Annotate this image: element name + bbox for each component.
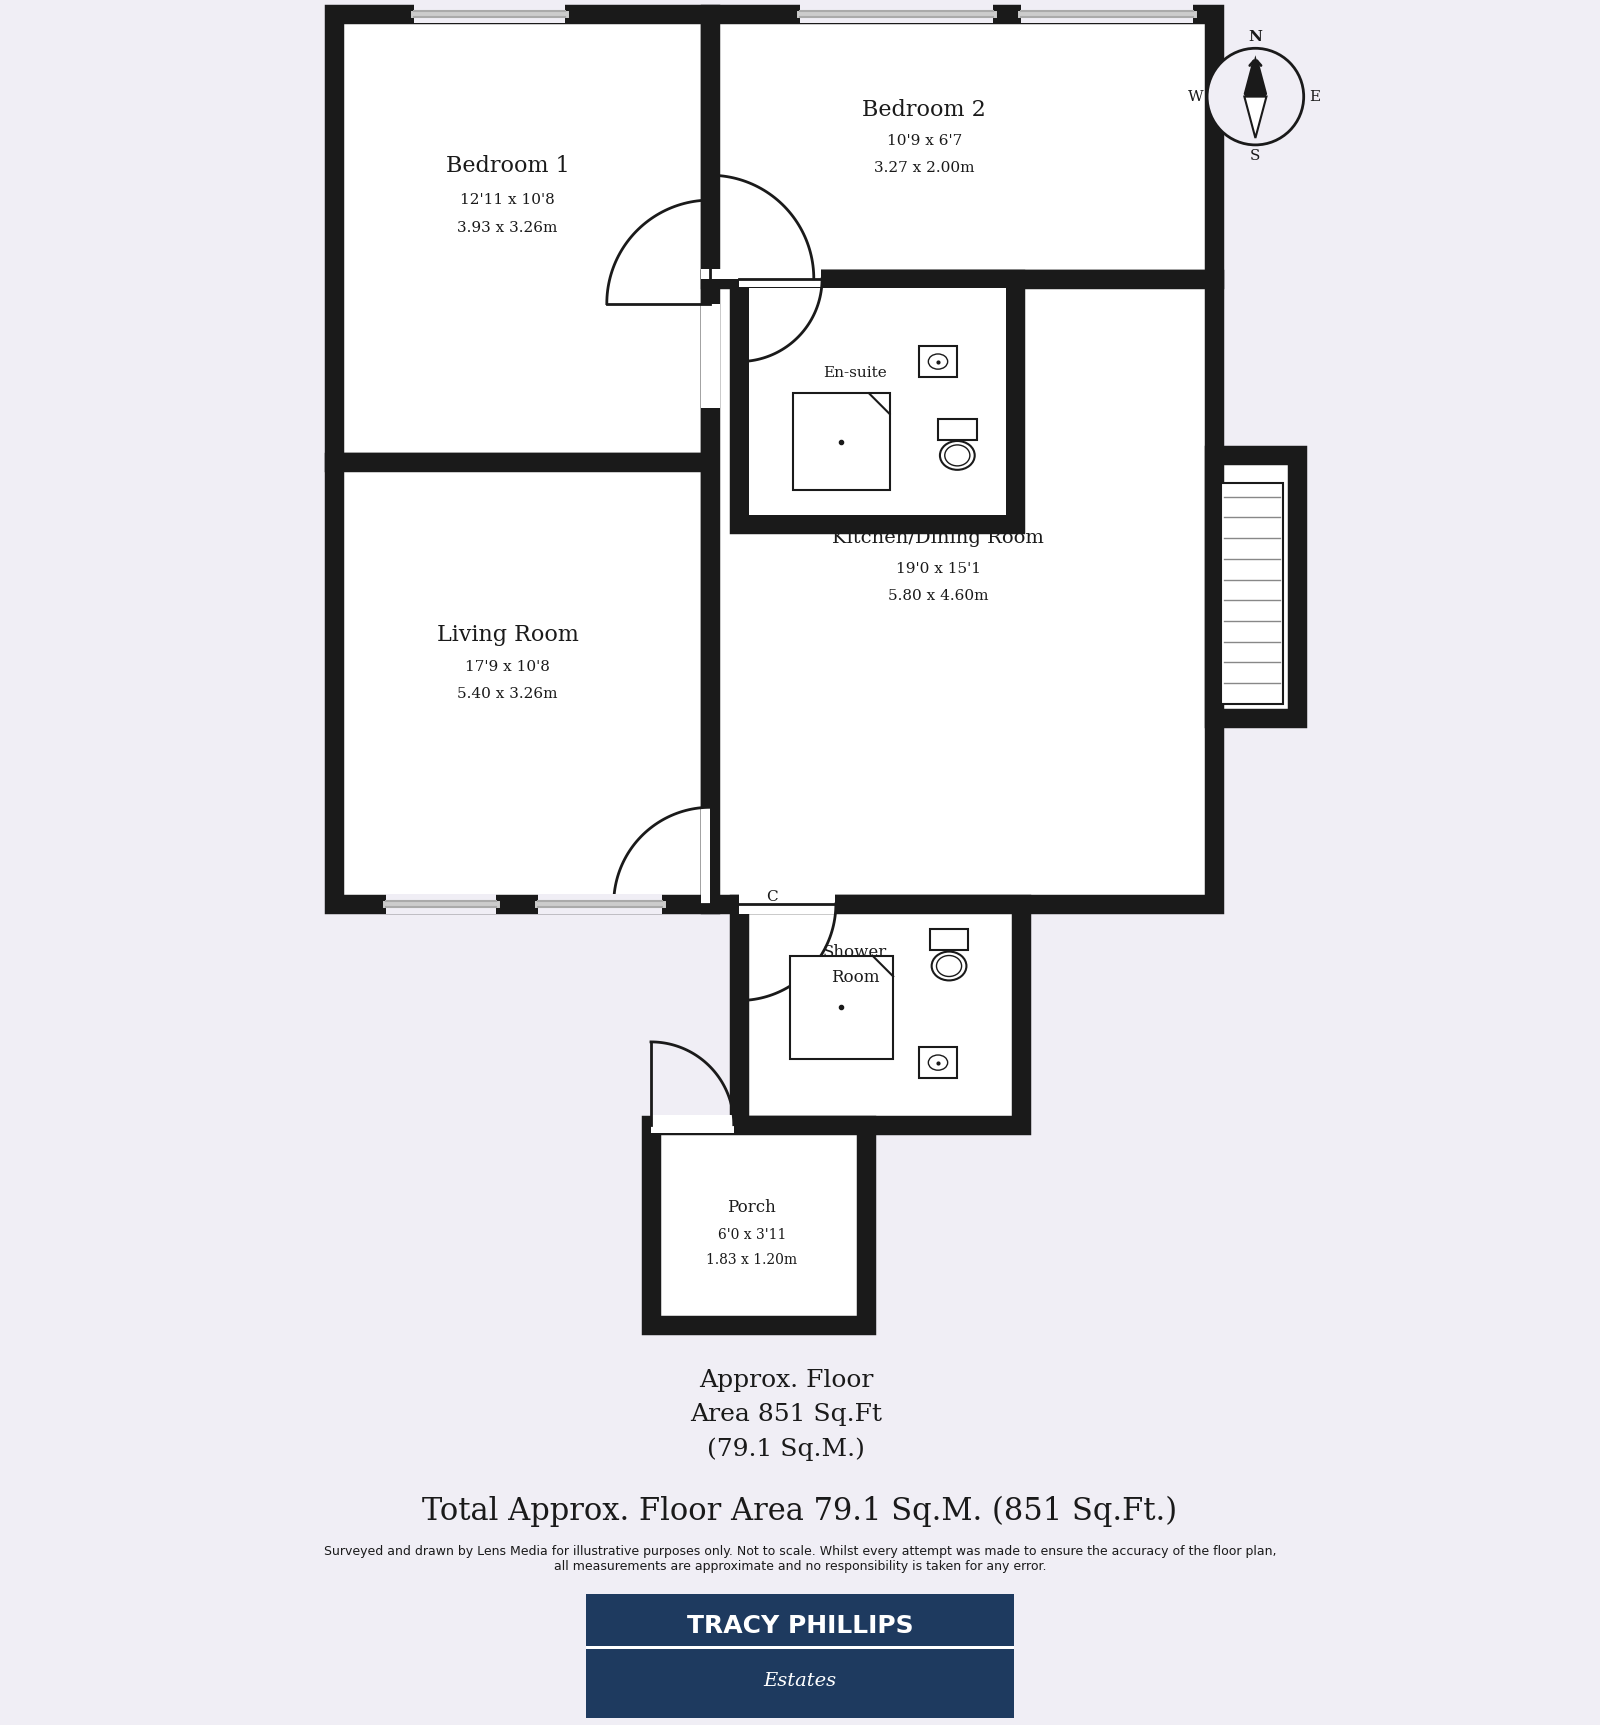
Bar bbox=[701, 807, 710, 904]
Text: Bedroom 1: Bedroom 1 bbox=[445, 155, 570, 176]
Bar bbox=[918, 1047, 957, 1078]
Ellipse shape bbox=[936, 956, 962, 976]
Text: 1.83 x 1.20m: 1.83 x 1.20m bbox=[706, 1252, 797, 1266]
Polygon shape bbox=[1245, 55, 1267, 97]
Polygon shape bbox=[1245, 97, 1267, 138]
Bar bbox=[538, 894, 662, 914]
Text: Room: Room bbox=[830, 968, 880, 985]
Bar bbox=[1214, 455, 1296, 718]
Text: Living Room: Living Room bbox=[437, 624, 578, 645]
Bar bbox=[918, 347, 957, 376]
Bar bbox=[794, 393, 890, 490]
Text: Porch: Porch bbox=[728, 1199, 776, 1216]
Text: TRACY PHILLIPS: TRACY PHILLIPS bbox=[686, 1613, 914, 1637]
Bar bbox=[586, 1646, 1014, 1649]
Text: En-suite: En-suite bbox=[824, 366, 886, 380]
Bar bbox=[651, 1114, 734, 1133]
Text: Estates: Estates bbox=[763, 1672, 837, 1690]
Bar bbox=[386, 894, 496, 914]
Bar bbox=[749, 288, 1006, 514]
Text: 3.27 x 2.00m: 3.27 x 2.00m bbox=[874, 162, 974, 176]
Text: 6'0 x 3'11: 6'0 x 3'11 bbox=[717, 1228, 786, 1242]
Text: 10'9 x 6'7: 10'9 x 6'7 bbox=[886, 135, 962, 148]
Ellipse shape bbox=[944, 445, 970, 466]
Text: 12'11 x 10'8: 12'11 x 10'8 bbox=[461, 193, 555, 207]
Bar bbox=[701, 269, 814, 279]
Text: C: C bbox=[766, 890, 778, 904]
Text: Surveyed and drawn by Lens Media for illustrative purposes only. Not to scale. W: Surveyed and drawn by Lens Media for ill… bbox=[323, 1546, 1277, 1573]
Bar bbox=[739, 904, 1021, 1125]
Bar bbox=[710, 279, 1214, 904]
Bar bbox=[1221, 483, 1283, 704]
Bar bbox=[739, 279, 1016, 524]
Bar bbox=[1021, 3, 1194, 24]
Bar bbox=[800, 3, 994, 24]
Ellipse shape bbox=[939, 442, 974, 469]
Bar bbox=[651, 1125, 866, 1325]
Text: 5.80 x 4.60m: 5.80 x 4.60m bbox=[888, 590, 989, 604]
Bar bbox=[413, 3, 565, 24]
Text: Bedroom 2: Bedroom 2 bbox=[862, 100, 986, 121]
Circle shape bbox=[1206, 48, 1304, 145]
Ellipse shape bbox=[931, 952, 966, 980]
Text: (79.1 Sq.M.): (79.1 Sq.M.) bbox=[707, 1437, 866, 1461]
Text: Shower: Shower bbox=[822, 944, 888, 961]
Text: N: N bbox=[1248, 31, 1262, 45]
Text: 19'0 x 15'1: 19'0 x 15'1 bbox=[896, 562, 981, 576]
Bar bbox=[333, 14, 710, 462]
Text: 5.40 x 3.26m: 5.40 x 3.26m bbox=[458, 687, 558, 700]
Text: S: S bbox=[1250, 148, 1261, 162]
Bar bbox=[930, 930, 968, 950]
Text: Kitchen/Dining Room: Kitchen/Dining Room bbox=[832, 530, 1043, 547]
Text: E: E bbox=[1309, 90, 1320, 104]
Bar bbox=[333, 462, 710, 904]
Bar bbox=[790, 956, 893, 1059]
Bar bbox=[739, 279, 1016, 524]
Bar bbox=[739, 894, 835, 914]
Ellipse shape bbox=[928, 1056, 947, 1070]
Bar bbox=[739, 269, 821, 286]
Text: Area 851 Sq.Ft: Area 851 Sq.Ft bbox=[690, 1402, 882, 1427]
Bar bbox=[586, 1594, 1014, 1718]
Bar bbox=[710, 14, 1214, 279]
Ellipse shape bbox=[928, 354, 947, 369]
Text: Approx. Floor: Approx. Floor bbox=[699, 1368, 874, 1392]
Text: Total Approx. Floor Area 79.1 Sq.M. (851 Sq.Ft.): Total Approx. Floor Area 79.1 Sq.M. (851… bbox=[422, 1496, 1178, 1527]
Text: 17'9 x 10'8: 17'9 x 10'8 bbox=[466, 659, 550, 673]
Text: W: W bbox=[1189, 90, 1203, 104]
Text: 3.93 x 3.26m: 3.93 x 3.26m bbox=[458, 221, 558, 235]
Bar bbox=[701, 304, 720, 409]
Bar bbox=[938, 419, 976, 440]
